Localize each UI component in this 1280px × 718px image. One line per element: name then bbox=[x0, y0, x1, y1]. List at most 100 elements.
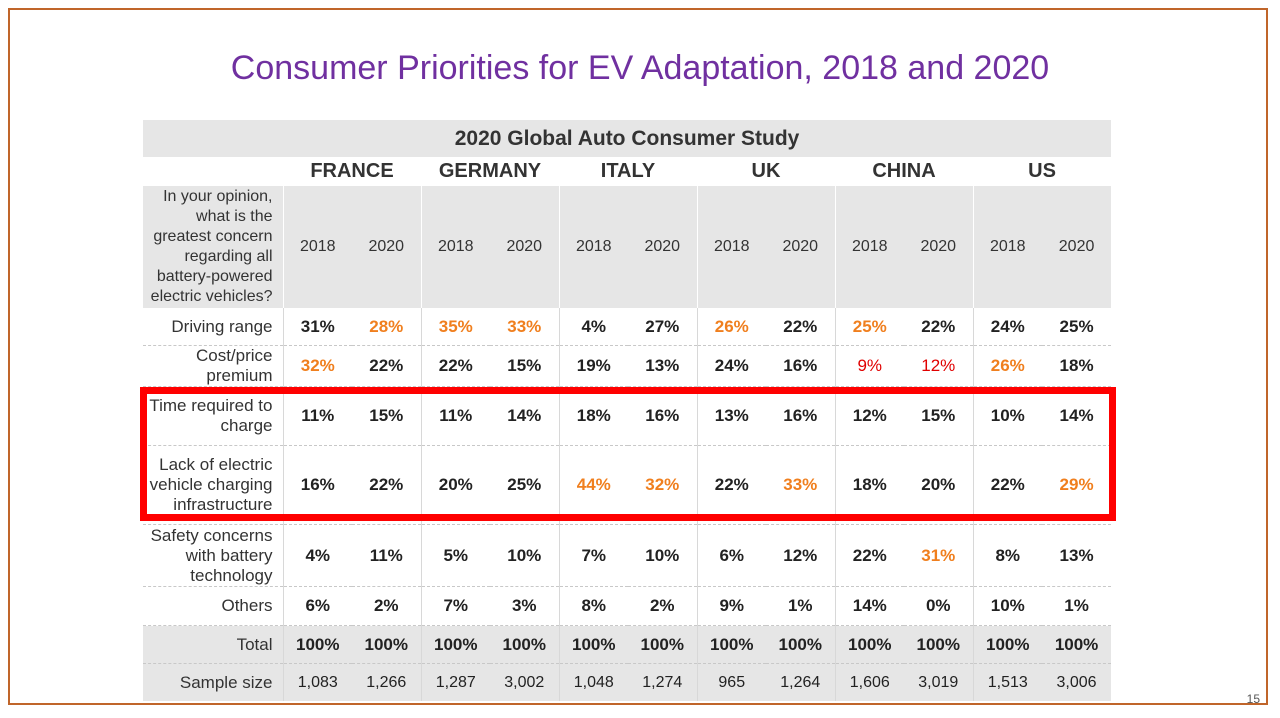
table-cell: 14% bbox=[1042, 386, 1112, 446]
table-cell: 11% bbox=[352, 524, 421, 587]
table-cell: 1,083 bbox=[282, 663, 352, 701]
year-header: 2020 bbox=[1042, 186, 1112, 308]
table-cell: 0% bbox=[904, 586, 973, 626]
table-cell: 25% bbox=[490, 445, 559, 525]
table-cell: 15% bbox=[904, 386, 973, 446]
table-cell: 3,002 bbox=[490, 663, 559, 701]
table-cell: 11% bbox=[420, 386, 490, 446]
table-cell: 2% bbox=[628, 586, 697, 626]
table-cell: 32% bbox=[628, 445, 697, 525]
table-cell: 100% bbox=[558, 625, 628, 664]
table-cell: 4% bbox=[282, 524, 352, 587]
table-row: Safety concerns with battery technology … bbox=[143, 524, 1112, 587]
table-cell: 25% bbox=[1042, 308, 1112, 346]
table-row: Lack of electric vehicle charging infras… bbox=[143, 445, 1112, 525]
table-cell: 100% bbox=[1042, 625, 1112, 664]
table-cell: 22% bbox=[352, 345, 421, 387]
country-header: US bbox=[973, 157, 1112, 186]
row-label: Sample size bbox=[143, 663, 283, 701]
table-cell: 100% bbox=[490, 625, 559, 664]
table-cell: 100% bbox=[972, 625, 1042, 664]
table-cell: 13% bbox=[696, 386, 766, 446]
country-header: ITALY bbox=[559, 157, 697, 186]
question-text: In your opinion, what is the greatest co… bbox=[143, 186, 283, 308]
table-cell: 19% bbox=[558, 345, 628, 387]
table-cell: 44% bbox=[558, 445, 628, 525]
table-cell: 22% bbox=[420, 345, 490, 387]
table-cell: 3,006 bbox=[1042, 663, 1112, 701]
table-cell: 100% bbox=[420, 625, 490, 664]
table-cell: 15% bbox=[352, 386, 421, 446]
table-cell: 10% bbox=[972, 586, 1042, 626]
table-cell: 18% bbox=[558, 386, 628, 446]
table-cell: 22% bbox=[904, 308, 973, 346]
table-cell: 22% bbox=[766, 308, 835, 346]
table-cell: 14% bbox=[834, 586, 904, 626]
row-label: Driving range bbox=[143, 308, 283, 346]
row-label: Time required to charge bbox=[143, 386, 283, 446]
year-header: 2018 bbox=[282, 186, 352, 308]
table-cell: 12% bbox=[834, 386, 904, 446]
table-cell: 2% bbox=[352, 586, 421, 626]
table-cell: 7% bbox=[558, 524, 628, 587]
table-cell: 10% bbox=[972, 386, 1042, 446]
table-cell: 1,606 bbox=[834, 663, 904, 701]
table-cell: 31% bbox=[282, 308, 352, 346]
year-header: 2020 bbox=[766, 186, 835, 308]
table-cell: 10% bbox=[628, 524, 697, 587]
row-label: Others bbox=[143, 586, 283, 626]
table-cell: 100% bbox=[696, 625, 766, 664]
table-cell: 16% bbox=[628, 386, 697, 446]
table-cell: 22% bbox=[834, 524, 904, 587]
table-cell: 32% bbox=[282, 345, 352, 387]
table-cell: 18% bbox=[1042, 345, 1112, 387]
table-cell: 3% bbox=[490, 586, 559, 626]
table-cell: 13% bbox=[1042, 524, 1112, 587]
table-cell: 9% bbox=[834, 345, 904, 387]
slide-title: Consumer Priorities for EV Adaptation, 2… bbox=[230, 49, 1050, 87]
table-cell: 20% bbox=[904, 445, 973, 525]
year-header: 2020 bbox=[352, 186, 421, 308]
table-cell: 965 bbox=[696, 663, 766, 701]
table-cell: 1,513 bbox=[972, 663, 1042, 701]
table-cell: 20% bbox=[420, 445, 490, 525]
table-cell: 1% bbox=[1042, 586, 1112, 626]
table-cell: 1% bbox=[766, 586, 835, 626]
table-cell: 26% bbox=[972, 345, 1042, 387]
table-cell: 1,266 bbox=[352, 663, 421, 701]
consumer-study-table: 2020 Global Auto Consumer Study FRANCE G… bbox=[143, 120, 1112, 701]
slide-number: 15 bbox=[1246, 692, 1260, 706]
table-cell: 28% bbox=[352, 308, 421, 346]
study-title: 2020 Global Auto Consumer Study bbox=[143, 120, 1112, 157]
year-header: 2020 bbox=[628, 186, 697, 308]
country-header: GERMANY bbox=[421, 157, 559, 186]
table-cell: 33% bbox=[490, 308, 559, 346]
country-header: FRANCE bbox=[283, 157, 421, 186]
table-cell: 24% bbox=[696, 345, 766, 387]
table-cell: 22% bbox=[972, 445, 1042, 525]
table-cell: 14% bbox=[490, 386, 559, 446]
table-cell: 22% bbox=[352, 445, 421, 525]
year-header: 2018 bbox=[558, 186, 628, 308]
table-cell: 13% bbox=[628, 345, 697, 387]
table-cell: 25% bbox=[834, 308, 904, 346]
country-header: UK bbox=[697, 157, 835, 186]
country-header: CHINA bbox=[835, 157, 973, 186]
year-header: 2018 bbox=[972, 186, 1042, 308]
table-row: Driving range 31% 28% 35% 33% 4% 27% 26%… bbox=[143, 308, 1112, 346]
table-row: Time required to charge 11% 15% 11% 14% … bbox=[143, 386, 1112, 446]
table-cell: 4% bbox=[558, 308, 628, 346]
table-cell: 15% bbox=[490, 345, 559, 387]
table-cell: 24% bbox=[972, 308, 1042, 346]
table-row: Cost/price premium 32% 22% 22% 15% 19% 1… bbox=[143, 345, 1112, 387]
table-row-sample-size: Sample size 1,083 1,266 1,287 3,002 1,04… bbox=[143, 663, 1112, 701]
year-header: 2020 bbox=[490, 186, 559, 308]
year-header: 2018 bbox=[696, 186, 766, 308]
table-cell: 16% bbox=[282, 445, 352, 525]
table-cell: 100% bbox=[834, 625, 904, 664]
table-cell: 16% bbox=[766, 345, 835, 387]
table-cell: 6% bbox=[696, 524, 766, 587]
table-cell: 100% bbox=[628, 625, 697, 664]
year-header: 2018 bbox=[420, 186, 490, 308]
table-cell: 100% bbox=[352, 625, 421, 664]
